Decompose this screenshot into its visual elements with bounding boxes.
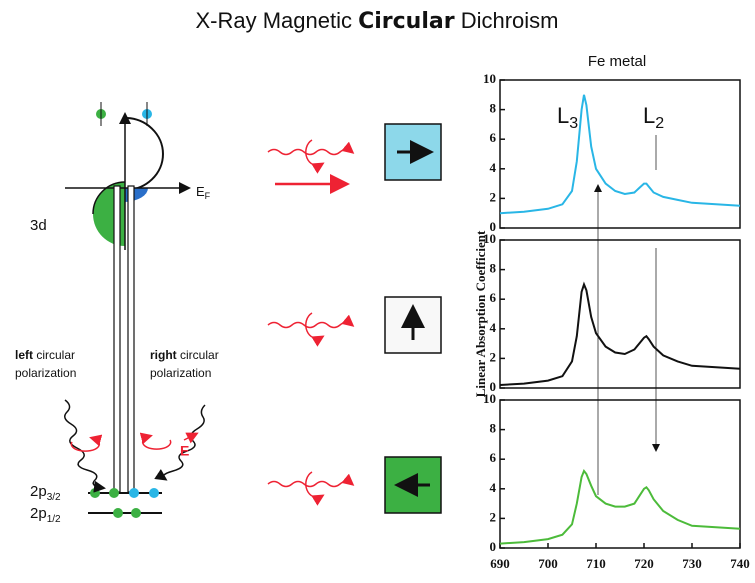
y-tick-label: 0 — [490, 379, 497, 394]
peak-label: L3 — [557, 103, 578, 132]
peak-main: L — [557, 103, 569, 128]
title: X-Ray Magnetic Circular Dichroism — [195, 8, 558, 34]
peak-main: L — [643, 103, 655, 128]
fermi-main: E — [196, 184, 205, 199]
left-pol: left circular — [15, 348, 75, 362]
level-2p12-main: 2p — [30, 505, 47, 522]
x-tick-label: 690 — [490, 556, 510, 571]
y-tick-label: 4 — [490, 320, 497, 335]
title-end: Dichroism — [461, 8, 559, 33]
left-bold: left — [15, 348, 33, 362]
magnetization-column — [267, 123, 442, 514]
level-2p32-sub: 3/2 — [47, 492, 61, 503]
peak-sub: 2 — [655, 115, 664, 132]
title-start: X-Ray Magnetic — [195, 8, 352, 33]
y-tick-label: 2 — [490, 349, 497, 364]
energy-diagram — [64, 102, 206, 518]
plot-frame — [499, 239, 741, 389]
y-tick-label: 4 — [490, 160, 497, 175]
plot-frame — [499, 399, 741, 549]
right-pol-2: polarization — [150, 366, 211, 380]
x-tick-label: 700 — [538, 556, 558, 571]
spectrum-line — [499, 281, 741, 386]
panel-title: Fe metal — [588, 53, 646, 70]
y-tick-label: 4 — [490, 480, 497, 495]
y-tick-label: 2 — [490, 189, 497, 204]
y-tick-label: 8 — [490, 261, 497, 276]
spectrum-line — [499, 94, 741, 215]
right-bold: right — [150, 348, 177, 362]
left-pol-2: polarization — [15, 366, 76, 380]
y-tick-label: 0 — [490, 219, 497, 234]
level-2p32-main: 2p — [30, 483, 47, 500]
plot-frame — [499, 79, 741, 229]
reference-lines — [594, 135, 660, 495]
y-tick-label: 8 — [490, 101, 497, 116]
right-rest: circular — [180, 348, 219, 362]
level-2p12: 2p1/2 — [30, 505, 61, 525]
right-pol: right circular — [150, 348, 219, 362]
fermi-label: EF — [196, 184, 211, 201]
y-tick-label: 6 — [490, 290, 497, 305]
y-tick-label: 8 — [490, 421, 497, 436]
y-tick-label: 6 — [490, 450, 497, 465]
level-2p12-sub: 1/2 — [47, 514, 61, 525]
x-tick-label: 730 — [682, 556, 702, 571]
level-2p32: 2p3/2 — [30, 483, 61, 503]
level-3d: 3d — [30, 217, 47, 234]
x-tick-label: 720 — [634, 556, 654, 571]
peak-sub: 3 — [569, 115, 578, 132]
fermi-sub: F — [205, 191, 211, 201]
y-axis-label: Linear Absorption Coefficient — [473, 230, 488, 397]
y-tick-label: 2 — [490, 509, 497, 524]
title-bold: Circular — [358, 9, 455, 34]
y-tick-label: 10 — [483, 391, 496, 406]
x-tick-label: 740 — [730, 556, 750, 571]
spectrum-line — [499, 469, 741, 545]
y-tick-label: 10 — [483, 71, 496, 86]
x-tick-label: 710 — [586, 556, 606, 571]
y-tick-label: 6 — [490, 130, 497, 145]
left-rest: circular — [36, 348, 75, 362]
y-tick-label: 10 — [483, 231, 496, 246]
y-tick-label: 0 — [490, 539, 497, 554]
peak-label: L2 — [643, 103, 664, 132]
field-label: E — [180, 443, 189, 459]
